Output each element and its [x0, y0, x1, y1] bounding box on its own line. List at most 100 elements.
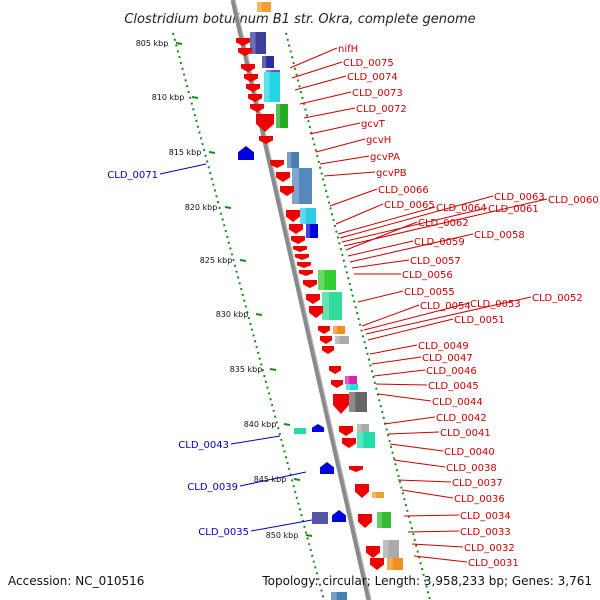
feature-block-shade — [257, 2, 262, 12]
feature-block — [287, 152, 299, 168]
label-leader — [315, 138, 366, 153]
label-leader — [347, 240, 414, 257]
feature-blocks — [250, 2, 403, 600]
feature-block-shade — [345, 376, 350, 384]
gene-arrow-reverse — [332, 510, 346, 522]
gene-arrow-forward — [236, 38, 250, 46]
feature-block — [345, 376, 357, 384]
label-leader — [369, 344, 418, 355]
kbp-label: 815 kbp — [169, 148, 202, 157]
feature-block — [357, 432, 375, 448]
feature-block-shade — [357, 432, 364, 448]
inner-tick-ring — [285, 32, 431, 600]
gene-arrow-reverse — [238, 146, 254, 160]
kbp-tick — [224, 206, 232, 209]
feature-block-shade — [322, 292, 329, 320]
feature-block-shade — [372, 492, 377, 498]
label-leader — [351, 259, 410, 269]
feature-block-shade — [357, 424, 362, 434]
feature-block-shade — [287, 152, 292, 168]
gene-arrow-forward — [329, 366, 341, 374]
label-leader — [335, 203, 384, 225]
kbp-tick — [191, 96, 199, 99]
map-title: Clostridium botulinum B1 str. Okra, comp… — [124, 12, 475, 27]
gene-label-cld-0035: CLD_0035 — [198, 527, 249, 538]
gene-label-cld-0058: CLD_0058 — [474, 230, 525, 241]
kbp-label: 840 kbp — [244, 420, 277, 429]
feature-block — [264, 72, 280, 102]
gene-label-cld-0055: CLD_0055 — [404, 287, 455, 298]
kbp-tick — [283, 423, 291, 426]
label-leader — [407, 530, 460, 533]
gene-arrow-forward — [295, 254, 309, 260]
label-leader — [365, 296, 532, 335]
gene-arrow-forward — [297, 262, 311, 268]
gene-arrow-forward — [320, 336, 332, 344]
gene-label-cld-0040: CLD_0040 — [444, 447, 495, 458]
label-leader — [373, 369, 426, 377]
gene-label-gcvt: gcvT — [361, 119, 386, 130]
gene-label-cld-0074: CLD_0074 — [347, 72, 398, 83]
gene-arrow-forward — [339, 426, 353, 436]
label-leader — [329, 188, 378, 207]
gene-arrow-forward — [259, 136, 273, 144]
kbp-tick — [293, 478, 301, 481]
label-leader — [349, 233, 474, 263]
label-leader — [337, 206, 436, 235]
gene-arrow-forward — [309, 306, 323, 318]
kbp-tick — [305, 534, 313, 537]
gene-arrow-forward — [349, 466, 363, 472]
gene-label-cld-0072: CLD_0072 — [356, 104, 407, 115]
gene-label-cld-0037: CLD_0037 — [452, 478, 503, 489]
label-leader — [230, 435, 281, 445]
gene-label-cld-0054: CLD_0054 — [420, 301, 471, 312]
kbp-tick — [239, 259, 247, 262]
label-leader — [377, 393, 432, 402]
kbp-label: 820 kbp — [185, 203, 218, 212]
gene-label-cld-0064: CLD_0064 — [436, 203, 487, 214]
feature-block-shade — [331, 592, 337, 600]
label-leader — [319, 155, 370, 165]
gene-arrow-forward — [342, 438, 356, 448]
label-leader — [401, 489, 454, 499]
gene-arrow-forward — [366, 546, 380, 558]
label-leader — [363, 302, 470, 331]
label-leader — [250, 519, 313, 532]
label-leader — [357, 290, 404, 303]
feature-block — [349, 392, 367, 412]
feature-block-shade — [335, 336, 340, 344]
gene-arrow-forward — [291, 236, 305, 244]
feature-block-shade — [387, 558, 393, 570]
gene-arrow-forward — [303, 280, 317, 288]
feature-block-shade — [250, 32, 256, 54]
gene-arrow-forward — [244, 74, 258, 82]
feature-block-shade — [264, 72, 270, 102]
gene-arrow-forward — [370, 558, 384, 570]
gene-label-cld-0071: CLD_0071 — [107, 170, 158, 181]
gene-label-cld-0036: CLD_0036 — [454, 494, 505, 505]
feature-block-shade — [333, 326, 338, 334]
gene-label-gcvpb: gcvPB — [376, 168, 407, 179]
kbp-label: 825 kbp — [200, 256, 233, 265]
feature-block — [331, 592, 347, 600]
gene-label-cld-0038: CLD_0038 — [446, 463, 497, 474]
gene-arrow-forward — [238, 48, 252, 56]
gene-label-cld-0060: CLD_0060 — [548, 195, 599, 206]
gene-label-cld-0073: CLD_0073 — [352, 88, 403, 99]
label-leader — [159, 163, 207, 175]
label-leader — [303, 107, 356, 119]
kbp-tick — [175, 42, 183, 45]
label-leader — [289, 47, 338, 69]
gene-arrow-forward — [276, 172, 290, 182]
label-leaders — [159, 47, 548, 563]
feature-block-shade — [300, 208, 306, 224]
gene-label-cld-0065: CLD_0065 — [384, 200, 435, 211]
feature-block — [387, 558, 403, 570]
gene-label-cld-0039: CLD_0039 — [187, 482, 238, 493]
feature-block — [276, 104, 288, 128]
label-leader — [413, 555, 468, 563]
feature-block — [292, 168, 312, 204]
outer-tick-ring — [172, 32, 325, 600]
feature-block-shade — [377, 512, 382, 528]
